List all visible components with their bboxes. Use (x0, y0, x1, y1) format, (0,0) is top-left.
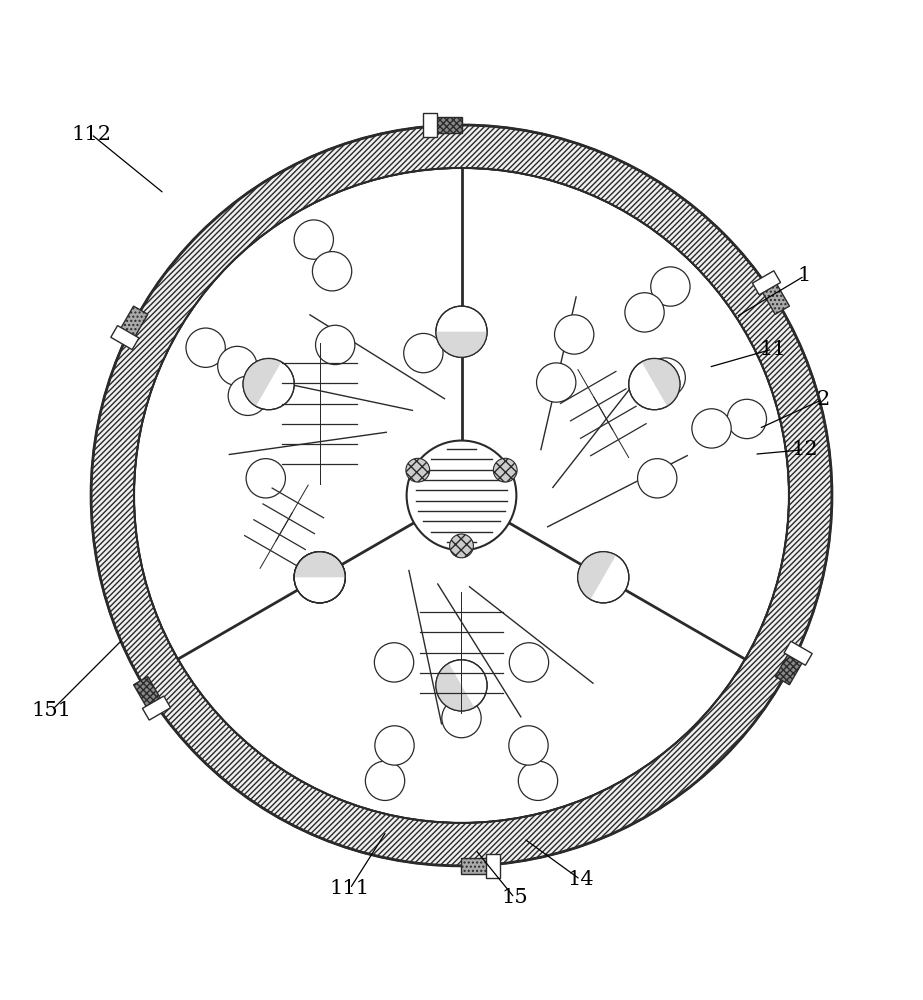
Circle shape (186, 328, 225, 367)
Circle shape (651, 267, 690, 306)
Polygon shape (462, 858, 487, 874)
Circle shape (316, 325, 354, 365)
Circle shape (638, 459, 677, 498)
Wedge shape (178, 495, 745, 823)
Circle shape (312, 252, 352, 291)
Polygon shape (243, 359, 282, 406)
Polygon shape (142, 696, 171, 720)
Polygon shape (641, 359, 680, 406)
Polygon shape (436, 332, 487, 357)
Circle shape (228, 376, 268, 415)
Circle shape (375, 726, 414, 765)
Circle shape (493, 458, 517, 482)
Wedge shape (462, 495, 789, 659)
Polygon shape (111, 326, 139, 350)
Circle shape (509, 726, 548, 765)
Text: 1: 1 (797, 266, 811, 285)
Circle shape (436, 660, 487, 711)
Circle shape (625, 293, 665, 332)
Circle shape (646, 358, 686, 397)
Circle shape (555, 315, 593, 354)
Polygon shape (762, 284, 789, 314)
Circle shape (442, 698, 481, 738)
Circle shape (436, 306, 487, 357)
Polygon shape (775, 654, 802, 685)
Text: 12: 12 (791, 440, 818, 459)
Circle shape (218, 346, 257, 386)
Polygon shape (294, 552, 345, 577)
Text: 112: 112 (71, 125, 111, 144)
Circle shape (294, 552, 345, 603)
Text: 11: 11 (759, 340, 785, 359)
Wedge shape (462, 168, 789, 495)
Wedge shape (134, 168, 461, 659)
Polygon shape (294, 552, 345, 577)
Text: 111: 111 (330, 879, 370, 898)
Circle shape (519, 761, 557, 800)
Circle shape (375, 643, 414, 682)
Circle shape (246, 459, 285, 498)
Circle shape (91, 125, 832, 866)
Text: 2: 2 (816, 390, 830, 409)
Circle shape (692, 409, 731, 448)
Circle shape (406, 458, 430, 482)
Polygon shape (436, 117, 462, 133)
Circle shape (450, 534, 473, 558)
Text: 15: 15 (501, 888, 528, 907)
Circle shape (403, 333, 443, 373)
Circle shape (536, 363, 576, 402)
Polygon shape (752, 271, 781, 295)
Text: 14: 14 (567, 870, 593, 889)
Polygon shape (134, 677, 161, 707)
Polygon shape (784, 641, 812, 665)
Circle shape (578, 552, 629, 603)
Polygon shape (486, 854, 500, 878)
Text: 151: 151 (31, 701, 72, 720)
Polygon shape (578, 552, 616, 599)
Wedge shape (91, 125, 832, 866)
Circle shape (366, 761, 404, 800)
Polygon shape (423, 113, 437, 137)
Circle shape (294, 552, 345, 603)
Circle shape (294, 220, 333, 259)
Circle shape (629, 358, 680, 410)
Circle shape (727, 399, 766, 439)
Circle shape (509, 643, 548, 682)
Circle shape (407, 441, 516, 550)
Polygon shape (436, 663, 474, 711)
Polygon shape (121, 306, 148, 337)
Circle shape (243, 358, 294, 410)
